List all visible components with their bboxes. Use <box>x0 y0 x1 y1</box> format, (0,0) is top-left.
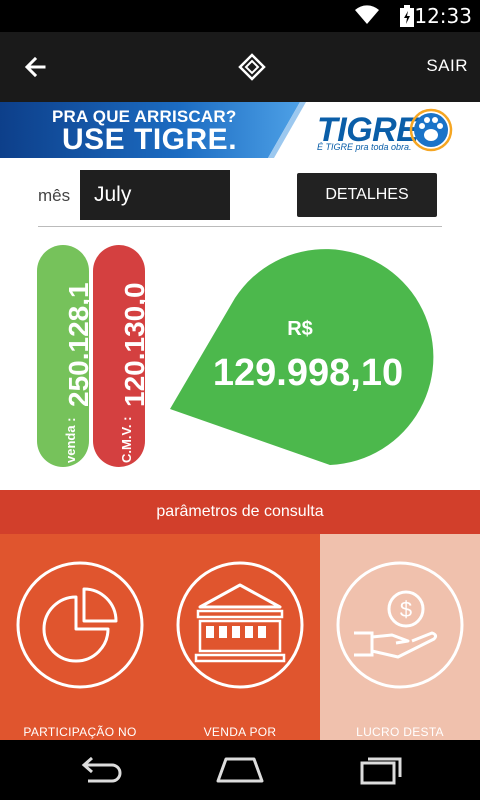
banner-headline: USE TIGRE. <box>62 123 238 156</box>
back-nav-icon[interactable] <box>78 755 122 785</box>
cmv-label: C.M.V. : <box>119 416 134 463</box>
lucro-desta-tile[interactable]: $ LUCRO DESTA <box>320 534 480 740</box>
tigre-paw-logo-icon <box>409 108 453 152</box>
cmv-indicator: 120.130,0 C.M.V. : <box>93 245 150 467</box>
participacao-tile[interactable]: PARTICIPAÇÃO NO <box>0 534 160 740</box>
app-bar: SAIR <box>0 32 480 102</box>
money-hand-icon: $ <box>336 561 464 689</box>
tigre-ad-banner[interactable]: PRA QUE ARRISCAR? USE TIGRE. TIGRE É TIG… <box>0 102 480 158</box>
battery-icon <box>400 5 414 27</box>
system-nav-bar <box>0 740 480 800</box>
venda-por-tile[interactable]: VENDA POR <box>160 534 320 740</box>
venda-por-label: VENDA POR <box>203 725 277 739</box>
venda-label: venda : <box>63 417 78 463</box>
participacao-label: PARTICIPAÇÃO NO <box>23 725 137 739</box>
svg-text:$: $ <box>400 597 412 622</box>
month-filter-row: mês July DETALHES <box>0 158 480 228</box>
detalhes-button[interactable]: DETALHES <box>297 173 437 217</box>
profit-value: 129.998,10 <box>212 352 404 394</box>
recents-nav-icon[interactable] <box>358 755 404 785</box>
banner-background <box>0 102 306 158</box>
profit-drop-shape <box>170 249 434 465</box>
month-label: mês <box>38 186 71 205</box>
arrow-left-icon[interactable] <box>16 47 56 87</box>
wifi-icon <box>355 5 379 25</box>
clock: 12:33 <box>414 4 472 28</box>
status-bar: 12:33 <box>0 0 480 32</box>
divider <box>38 226 442 227</box>
month-select[interactable]: July <box>80 170 230 220</box>
banner-tagline: PRA QUE ARRISCAR? <box>52 107 237 126</box>
sair-button[interactable]: SAIR <box>426 56 468 75</box>
tigre-slogan: É TIGRE pra toda obra. <box>317 142 412 152</box>
venda-indicator: 250.128,1 venda : <box>37 245 94 467</box>
tigre-brand-name: TIGRE <box>317 111 419 149</box>
app-logo-icon <box>238 53 266 81</box>
bank-building-icon <box>176 561 304 689</box>
query-params-header: parâmetros de consulta <box>0 490 480 534</box>
home-nav-icon[interactable] <box>214 755 266 785</box>
profit-currency: R$ <box>287 318 313 340</box>
lucro-desta-label: LUCRO DESTA <box>356 725 444 739</box>
pie-chart-icon <box>16 561 144 689</box>
